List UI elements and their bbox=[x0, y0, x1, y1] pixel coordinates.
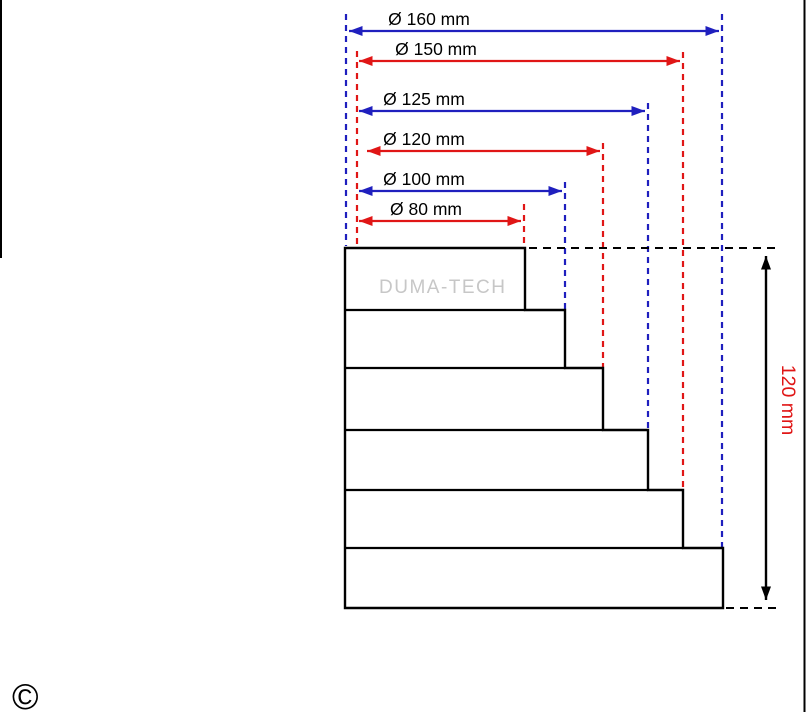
dimension-label-150: Ø 150 mm bbox=[395, 39, 477, 59]
dimension-100: Ø 100 mm bbox=[359, 169, 562, 196]
dimension-160: Ø 160 mm bbox=[349, 9, 719, 36]
dimension-150: Ø 150 mm bbox=[359, 39, 680, 66]
watermark-text: DUMA-TECH bbox=[379, 277, 507, 298]
height-dimension-label: 120 mm bbox=[777, 365, 799, 435]
dimension-125: Ø 125 mm bbox=[359, 89, 645, 116]
dimension-label-160: Ø 160 mm bbox=[388, 9, 470, 29]
dimension-label-100: Ø 100 mm bbox=[383, 169, 465, 189]
height-dimension: 120 mm bbox=[761, 256, 799, 600]
dimension-80: Ø 80 mm bbox=[359, 199, 521, 226]
dimension-label-125: Ø 125 mm bbox=[383, 89, 465, 109]
copyright-symbol: © bbox=[12, 676, 39, 717]
black-reference-lines bbox=[529, 247, 779, 609]
blue-guide-lines bbox=[344, 14, 724, 547]
stepped-cone-outline bbox=[343, 246, 725, 610]
stepped-cone: DUMA-TECH bbox=[343, 246, 725, 610]
dimension-120: Ø 120 mm bbox=[367, 129, 600, 156]
dimension-label-120: Ø 120 mm bbox=[383, 129, 465, 149]
red-guide-lines bbox=[355, 51, 685, 489]
dimension-label-80: Ø 80 mm bbox=[390, 199, 462, 219]
